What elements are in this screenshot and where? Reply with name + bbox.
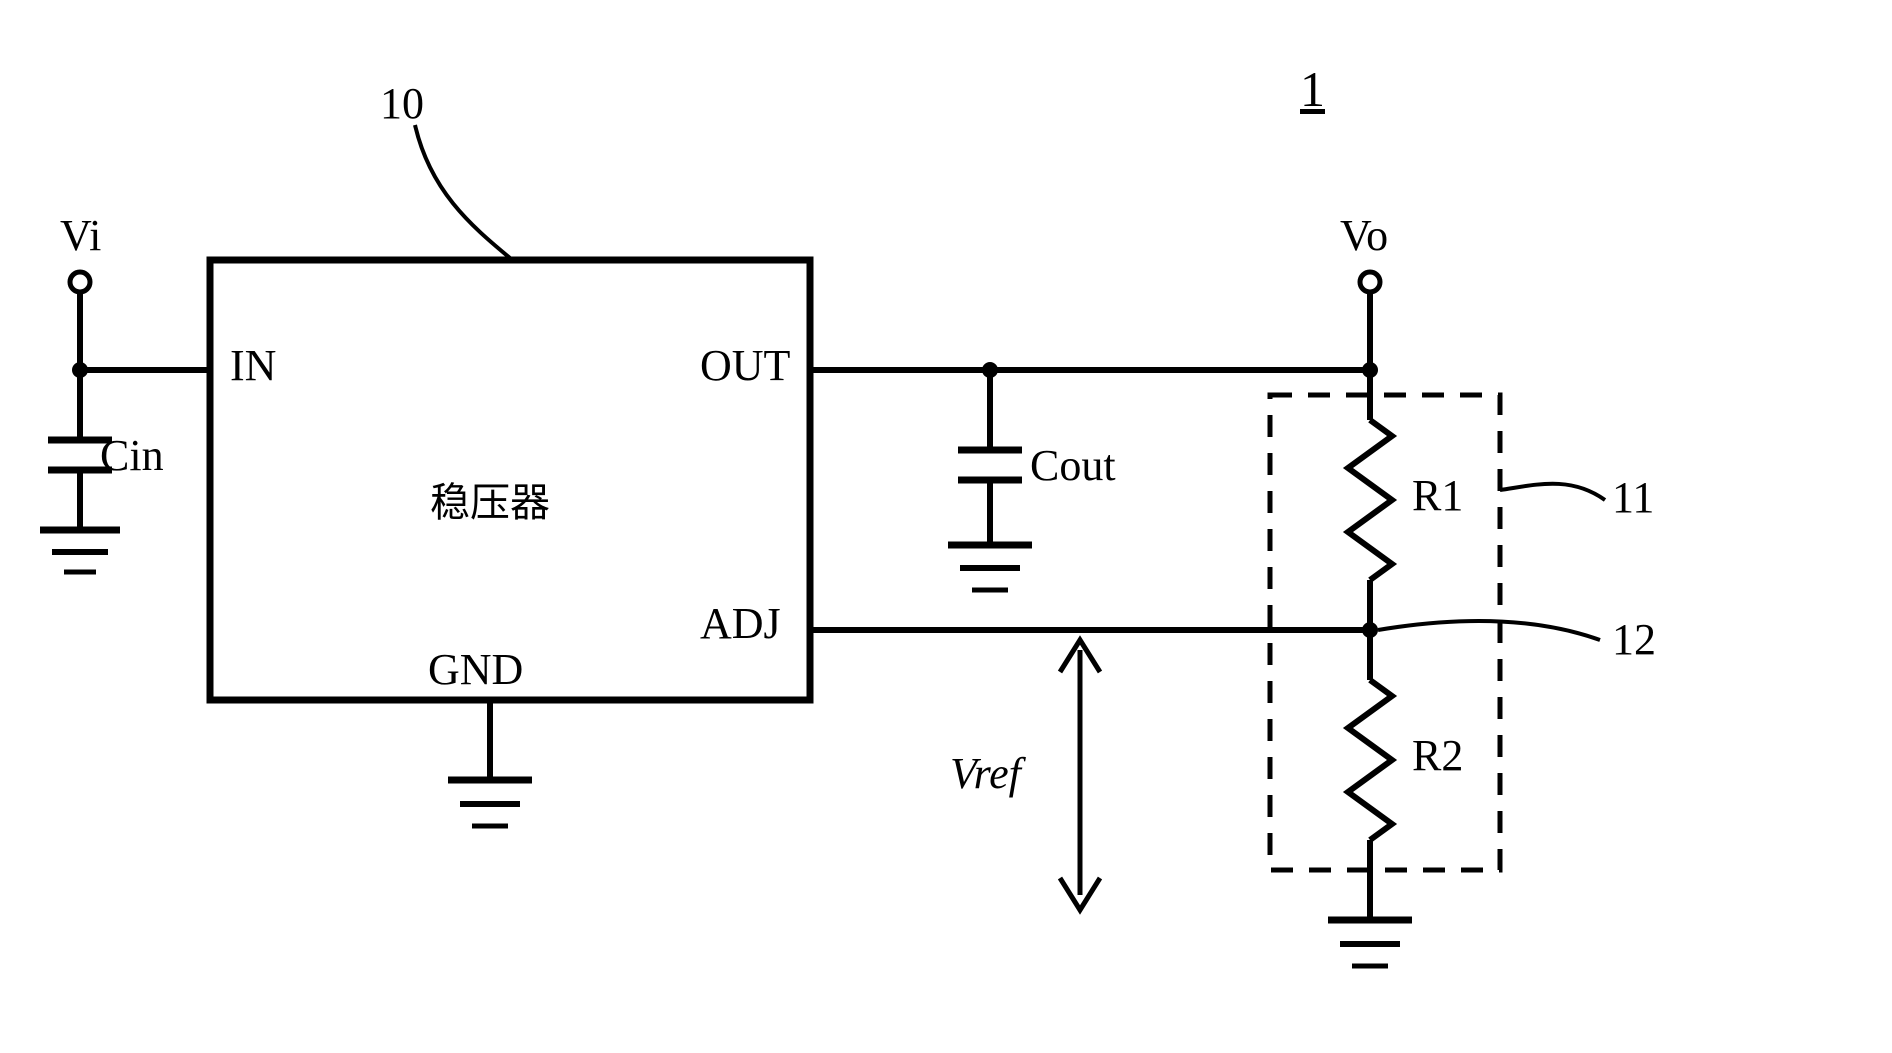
vi-terminal (70, 272, 90, 292)
leader-11 (1500, 484, 1605, 500)
vo-terminal (1360, 272, 1380, 292)
label-cin: Cin (100, 430, 164, 481)
r1-zigzag (1348, 420, 1392, 580)
label-pin-adj: ADJ (700, 598, 781, 649)
ref-figure: 1 (1300, 60, 1325, 118)
label-pin-out: OUT (700, 340, 790, 391)
ref-12: 12 (1612, 614, 1656, 665)
label-vref: Vref (950, 748, 1021, 799)
leader-10 (415, 125, 510, 258)
schematic-svg (0, 0, 1892, 1053)
circuit-diagram: Vi Cin IN OUT ADJ GND 稳压器 Cout Vref Vo R… (0, 0, 1892, 1053)
ref-10: 10 (380, 78, 424, 129)
label-pin-in: IN (230, 340, 276, 391)
label-vi: Vi (60, 210, 101, 261)
label-pin-gnd: GND (428, 644, 523, 695)
label-r2: R2 (1412, 730, 1463, 781)
label-cout: Cout (1030, 440, 1116, 491)
leader-12 (1378, 621, 1600, 640)
label-regulator: 稳压器 (430, 470, 550, 528)
ref-11: 11 (1612, 472, 1654, 523)
label-vo: Vo (1340, 210, 1388, 261)
label-r1: R1 (1412, 470, 1463, 521)
r2-zigzag (1348, 680, 1392, 840)
